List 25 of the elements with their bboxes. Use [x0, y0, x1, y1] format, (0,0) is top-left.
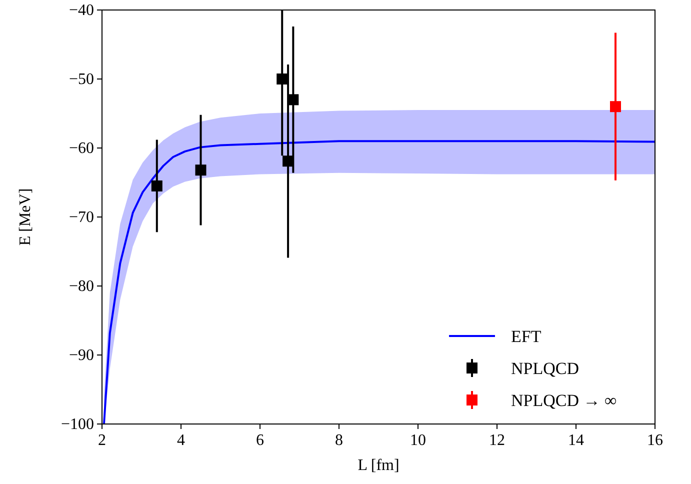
point: [288, 94, 299, 106]
y-tick-label: −40: [68, 2, 94, 19]
y-tick-label: −70: [68, 209, 94, 226]
legend-label: NPLQCD: [511, 359, 580, 378]
x-axis-title: L [fm]: [358, 457, 400, 474]
x-tick-label: 6: [256, 432, 264, 449]
x-tick-label: 12: [489, 432, 505, 449]
y-tick-label: −60: [68, 140, 94, 157]
y-tick-label: −100: [60, 416, 94, 433]
legend-label: EFT: [511, 327, 542, 346]
legend-label: NPLQCD → ∞: [511, 391, 617, 410]
y-tick-label: −50: [68, 71, 94, 88]
point: [151, 180, 162, 192]
y-tick-label: −90: [68, 347, 94, 364]
x-tick-label: 10: [410, 432, 426, 449]
x-tick-label: 2: [98, 432, 106, 449]
x-tick-label: 16: [647, 432, 663, 449]
x-tick-label: 14: [568, 432, 584, 449]
point: [276, 74, 288, 84]
x-tick-label: 4: [177, 432, 185, 449]
point: [610, 101, 621, 112]
point: [195, 164, 206, 176]
x-tick-label: 8: [335, 432, 343, 449]
y-axis-title: E [MeV]: [17, 188, 34, 246]
y-tick-label: −80: [68, 278, 94, 295]
